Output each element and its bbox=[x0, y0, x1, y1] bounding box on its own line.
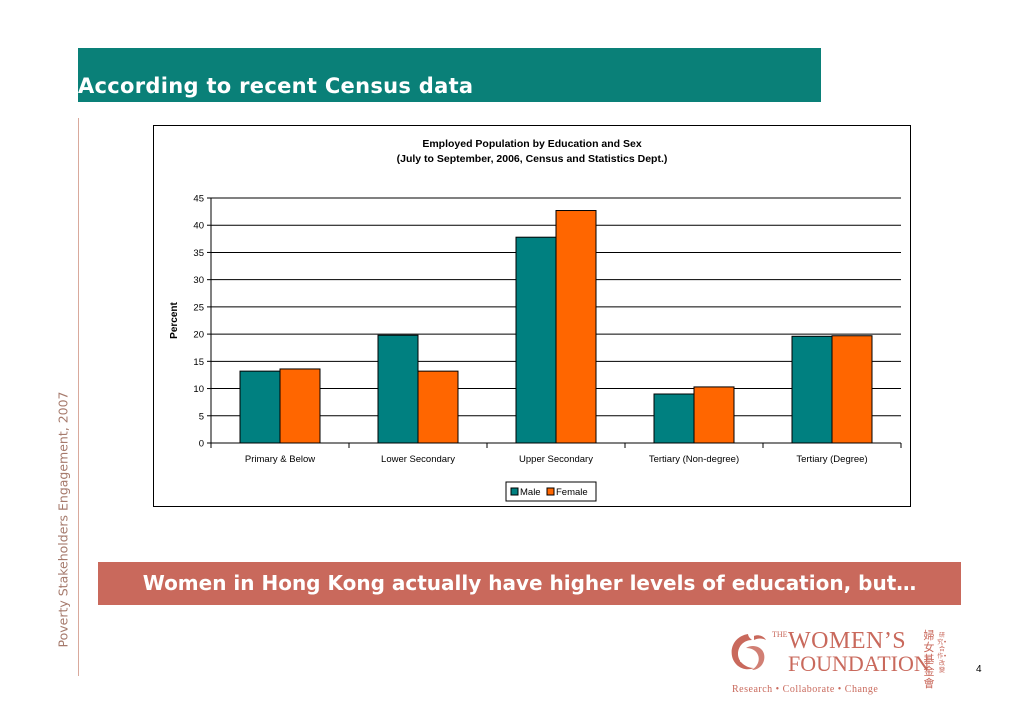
bar-female bbox=[831, 335, 873, 444]
bar-male bbox=[515, 236, 557, 444]
x-tick-label: Tertiary (Degree) bbox=[796, 454, 867, 465]
y-tick-label: 0 bbox=[199, 439, 204, 450]
bar-male bbox=[791, 335, 833, 444]
left-divider bbox=[78, 118, 79, 676]
chart-subtitle: (July to September, 2006, Census and Sta… bbox=[397, 153, 668, 165]
chart-title: Employed Population by Education and Sex bbox=[422, 138, 642, 150]
y-tick-label: 15 bbox=[193, 357, 204, 368]
y-tick-label: 25 bbox=[193, 302, 204, 313]
bar-male bbox=[239, 370, 281, 444]
y-tick-label: 45 bbox=[193, 194, 204, 205]
side-footer-text: Poverty Stakeholders Engagement, 2007 bbox=[55, 391, 71, 648]
bar-female bbox=[555, 210, 597, 444]
bar-female bbox=[693, 386, 735, 444]
logo-emblem-icon bbox=[731, 634, 766, 670]
page-number: 4 bbox=[976, 664, 982, 675]
x-tick-label: Tertiary (Non-degree) bbox=[649, 454, 739, 465]
y-tick-label: 35 bbox=[193, 248, 204, 259]
legend-swatch-male bbox=[510, 487, 519, 496]
logo-foundation: FOUNDATION bbox=[788, 651, 930, 676]
title-banner bbox=[78, 48, 821, 102]
womens-foundation-logo: THE WOMEN’S FOUNDATION 婦女基金會 研究•合作•改變 Re… bbox=[724, 628, 964, 698]
y-tick-label: 5 bbox=[199, 411, 204, 422]
chart-container: Employed Population by Education and Sex… bbox=[153, 125, 911, 507]
y-tick-label: 40 bbox=[193, 221, 204, 232]
logo-the: THE bbox=[772, 630, 788, 639]
x-tick-label: Upper Secondary bbox=[519, 454, 593, 465]
bar-male bbox=[653, 393, 695, 444]
y-axis-label: Percent bbox=[169, 301, 180, 338]
bar-female bbox=[279, 368, 321, 444]
x-tick-label: Primary & Below bbox=[245, 454, 315, 465]
logo-chinese-small: 研究•合作•改變 bbox=[937, 632, 947, 674]
callout-banner: Women in Hong Kong actually have higher … bbox=[98, 562, 961, 605]
y-tick-label: 10 bbox=[193, 384, 204, 395]
logo-chinese: 婦女基金會 bbox=[923, 629, 935, 690]
y-tick-label: 30 bbox=[193, 275, 204, 286]
bar-chart: Employed Population by Education and Sex… bbox=[169, 138, 902, 502]
legend-label: Female bbox=[556, 487, 588, 498]
slide-title: According to recent Census data bbox=[78, 74, 474, 98]
y-tick-label: 20 bbox=[193, 330, 204, 341]
bar-male bbox=[377, 334, 419, 444]
logo-womens: WOMEN’S bbox=[788, 628, 907, 654]
x-tick-label: Lower Secondary bbox=[381, 454, 455, 465]
legend-swatch-female bbox=[546, 487, 555, 496]
logo-tagline: Research • Collaborate • Change bbox=[732, 684, 879, 695]
legend-label: Male bbox=[520, 487, 541, 498]
bar-female bbox=[417, 370, 459, 444]
